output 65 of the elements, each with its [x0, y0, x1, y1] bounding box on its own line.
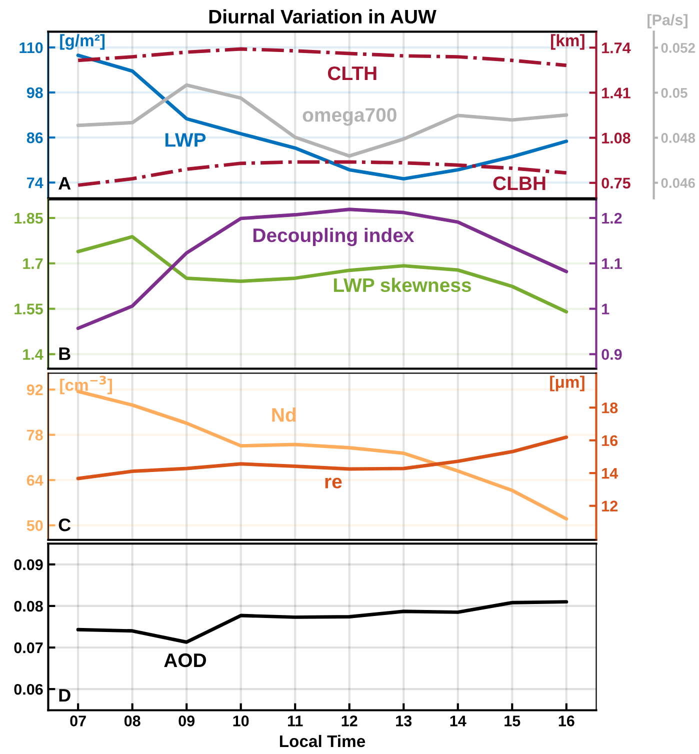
y-tick-label: 98	[26, 87, 43, 98]
y-tick-label: 1.85	[14, 212, 43, 224]
y3-tick-label: 0.048	[661, 133, 696, 143]
y3-tick-label: 0.052	[661, 42, 695, 53]
y2-tick-label: 1.41	[602, 88, 630, 98]
x-axis-title: Local Time	[280, 734, 366, 748]
y2-tick-label: 14	[602, 468, 618, 479]
y2-tick-label: 0.75	[602, 178, 630, 189]
y-tick-label: 86	[26, 132, 43, 144]
y2-tick-label: 1	[602, 304, 610, 314]
x-tick-label: 15	[504, 716, 520, 726]
y-tick-label: 0.07	[14, 642, 43, 654]
y2-tick-label: 1.08	[602, 132, 630, 144]
series-label: AOD	[164, 653, 206, 668]
series-label: Decoupling index	[253, 228, 414, 246]
x-tick-label: 09	[178, 716, 195, 726]
annotation: B	[59, 347, 70, 360]
y-tick-label: 0.09	[14, 559, 43, 570]
y-tick-label: 1.55	[14, 304, 43, 314]
y-tick-label: 110	[20, 42, 43, 54]
y2-tick-label: 0.9	[602, 349, 622, 360]
annotation: A	[58, 177, 71, 190]
y-axis-title: [g/m²]	[60, 34, 105, 50]
chart-title: Diurnal Variation in AUW	[209, 9, 436, 24]
y3-axis-title: [Pa/s]	[648, 14, 688, 28]
y-tick-label: 64	[26, 474, 44, 486]
y-tick-label: 1.7	[23, 258, 43, 269]
y2-tick-label: 16	[602, 435, 618, 446]
series-label: re	[325, 478, 342, 488]
y-tick-label: 0.06	[14, 684, 43, 695]
line-series	[76, 83, 568, 158]
x-tick-label: 07	[70, 716, 86, 726]
x-tick-label: 12	[342, 716, 358, 726]
series-label: LWP skewness	[334, 278, 471, 292]
y2-axis-title: [km]	[551, 34, 584, 50]
y-axis-title: [cm$^{−3}$]	[60, 376, 112, 394]
y2-tick-label: 18	[602, 402, 618, 414]
y2-axis-title: [μm]	[550, 376, 584, 392]
y3-tick-label: 0.046	[661, 178, 695, 188]
y-tick-label: 78	[27, 430, 43, 440]
y3-tick-label: 0.05	[661, 88, 688, 98]
x-tick-label: 08	[124, 716, 140, 726]
x-tick-label: 13	[396, 716, 412, 726]
x-tick-label: 10	[233, 716, 249, 726]
y2-tick-label: 1.74	[602, 42, 631, 54]
series-label: LWP	[165, 133, 206, 147]
y-tick-label: 92	[26, 384, 43, 396]
y-tick-label: 50	[26, 520, 43, 532]
series-label: CLTH	[328, 66, 376, 80]
line-series	[76, 208, 568, 330]
series-label: omega700	[302, 108, 396, 126]
x-tick-label: 14	[450, 716, 466, 726]
y2-tick-label: 12	[602, 500, 618, 512]
y-tick-label: 74	[27, 178, 44, 188]
series-label: CLBH	[493, 176, 546, 190]
line-series	[76, 600, 568, 644]
annotation: C	[58, 518, 71, 532]
annotation: D	[59, 689, 70, 702]
x-tick-label: 11	[288, 716, 303, 726]
x-tick-label: 16	[558, 716, 574, 726]
y2-tick-label: 1.1	[602, 258, 622, 269]
y-tick-label: 1.4	[23, 349, 44, 360]
y-tick-label: 0.08	[14, 600, 43, 612]
series-label: Nd	[272, 407, 296, 422]
y2-tick-label: 1.2	[602, 212, 622, 224]
